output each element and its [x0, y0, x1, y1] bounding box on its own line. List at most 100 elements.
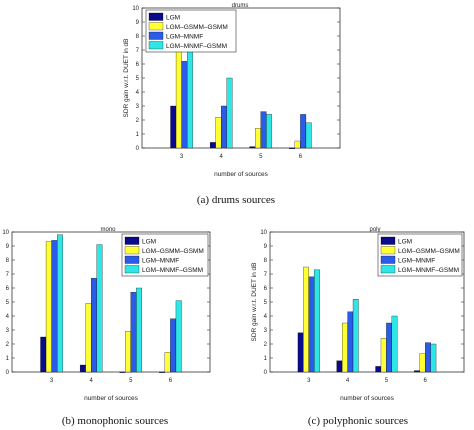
bar-series-1-cat-6 — [294, 140, 301, 149]
bar-series-0-cat-4 — [336, 360, 343, 373]
x-axis-label: number of sources — [340, 395, 395, 402]
x-tick-label: 6 — [299, 154, 303, 160]
bar-series-3-cat-5 — [266, 114, 273, 149]
y-tick-label: 3 — [136, 104, 140, 110]
bar-series-1-cat-4 — [342, 322, 348, 373]
y-tick-label: 0 — [136, 146, 140, 152]
legend: LGM LGM–GSMM–GSMM LGM–MNMF LGM–MNMF–GSMM — [377, 233, 463, 277]
y-tick-label: 7 — [264, 272, 268, 278]
legend-label-0: LGM — [398, 239, 412, 246]
bar-series-2-cat-5 — [260, 111, 267, 149]
legend-swatch-1 — [380, 246, 396, 255]
chart-panel-2: 0 1 2 3 4 5 6 7 8 9 10 3 4 5 6 poly number of sources SDR… — [251, 227, 465, 427]
y-tick-label: 2 — [264, 342, 268, 348]
legend-label-3: LGM–MNMF–GSMM — [166, 43, 227, 50]
bar-series-2-cat-5 — [130, 292, 137, 373]
bar-series-1-cat-3 — [303, 266, 309, 373]
y-tick-label: 1 — [136, 132, 140, 138]
bar-series-3-cat-6 — [175, 300, 182, 373]
bar-series-3-cat-4 — [226, 77, 233, 149]
bar-series-2-cat-4 — [91, 278, 97, 373]
legend-swatch-0 — [148, 12, 164, 21]
bar-series-2-cat-3 — [51, 240, 58, 373]
bar-series-1-cat-5 — [380, 338, 387, 373]
bar-series-0-cat-4 — [209, 142, 216, 149]
bar-series-3-cat-5 — [136, 287, 143, 373]
bar-series-3-cat-4 — [96, 244, 103, 373]
bar-series-2-cat-3 — [181, 61, 188, 149]
y-tick-label: 3 — [6, 328, 10, 334]
y-tick-label: 4 — [136, 90, 140, 96]
x-tick-label: 5 — [129, 378, 133, 384]
figure-caption: (c) polyphonic sources — [308, 415, 408, 427]
y-tick-label: 10 — [260, 230, 267, 236]
legend-swatch-2 — [380, 255, 396, 264]
legend-swatch-3 — [380, 265, 396, 274]
bar-series-0-cat-5 — [375, 366, 382, 373]
y-tick-label: 1 — [264, 356, 268, 362]
legend-label-0: LGM — [166, 15, 180, 22]
figure-caption: (a) drums sources — [197, 194, 275, 206]
bar-series-2-cat-5 — [386, 322, 392, 373]
bar-series-3-cat-5 — [391, 315, 398, 373]
panel-title: mono — [100, 227, 116, 233]
figure-caption: (b) monophonic sources — [62, 415, 168, 427]
bar-series-1-cat-4 — [215, 117, 222, 149]
legend-label-2: LGM–MNMF — [398, 258, 435, 265]
bar-series-3-cat-3 — [186, 40, 193, 149]
x-tick-label: 4 — [346, 378, 350, 384]
bar-series-1-cat-6 — [419, 353, 426, 373]
bar-series-1-cat-6 — [164, 352, 171, 373]
legend-swatch-0 — [124, 236, 140, 245]
bar-series-1-cat-5 — [125, 331, 131, 373]
y-tick-label: 6 — [6, 286, 10, 292]
y-tick-label: 2 — [136, 118, 140, 124]
legend-swatch-3 — [148, 41, 164, 50]
legend-swatch-0 — [380, 236, 396, 245]
x-tick-label: 4 — [90, 378, 94, 384]
bar-series-0-cat-3 — [297, 332, 304, 373]
y-axis-label: SDR gain w.r.t. DUET in dB — [123, 39, 130, 118]
y-tick-label: 10 — [2, 230, 9, 236]
legend-swatch-2 — [124, 255, 140, 264]
x-tick-label: 5 — [385, 378, 389, 384]
bar-series-2-cat-6 — [425, 342, 431, 373]
bar-series-2-cat-4 — [347, 311, 354, 373]
y-tick-label: 0 — [264, 370, 268, 376]
y-tick-label: 6 — [264, 286, 268, 292]
y-tick-label: 8 — [136, 34, 140, 40]
bar-series-1-cat-4 — [85, 303, 92, 373]
y-tick-label: 1 — [6, 356, 10, 362]
x-tick-label: 5 — [259, 154, 263, 160]
y-tick-label: 0 — [6, 370, 10, 376]
x-tick-label: 3 — [180, 154, 184, 160]
bar-series-1-cat-3 — [45, 241, 52, 373]
x-axis-label: number of sources — [214, 171, 269, 178]
bar-series-3-cat-6 — [305, 122, 312, 149]
legend-label-2: LGM–MNMF — [142, 258, 179, 265]
bar-series-0-cat-5 — [119, 371, 126, 373]
y-tick-label: 9 — [6, 244, 10, 250]
y-tick-label: 3 — [264, 328, 268, 334]
legend-label-3: LGM–MNMF–GSMM — [142, 267, 203, 274]
panel-title: poly — [369, 227, 380, 233]
x-axis-label: number of sources — [84, 395, 139, 402]
y-tick-label: 7 — [6, 272, 10, 278]
legend-label-2: LGM–MNMF — [166, 34, 203, 41]
bar-series-2-cat-6 — [300, 114, 307, 149]
legend-swatch-3 — [124, 265, 140, 274]
bar-series-0-cat-5 — [249, 146, 256, 149]
bar-series-3-cat-6 — [430, 343, 437, 373]
y-tick-label: 4 — [6, 314, 10, 320]
bar-series-1-cat-5 — [255, 128, 261, 149]
y-tick-label: 5 — [136, 76, 140, 82]
legend-swatch-2 — [148, 31, 164, 40]
x-tick-label: 6 — [169, 378, 173, 384]
x-tick-label: 6 — [424, 378, 428, 384]
bar-series-2-cat-4 — [221, 105, 227, 149]
y-tick-label: 7 — [136, 48, 140, 54]
legend: LGM LGM–GSMM–GSMM LGM–MNMF LGM–MNMF–GSMM — [145, 9, 237, 53]
bar-series-0-cat-3 — [40, 336, 47, 373]
